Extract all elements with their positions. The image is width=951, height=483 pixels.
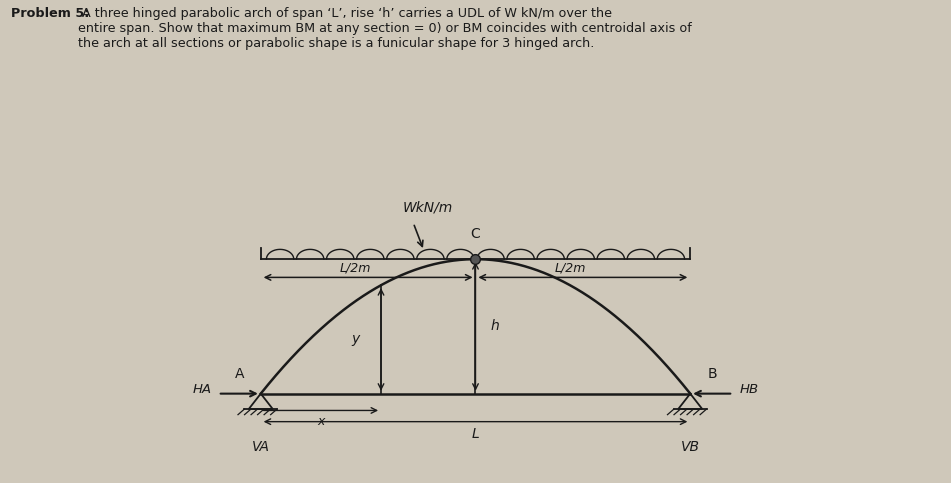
Text: L/2m: L/2m [554, 262, 586, 274]
Text: HB: HB [740, 383, 759, 396]
Text: B: B [708, 367, 717, 381]
Text: h: h [491, 319, 499, 333]
Text: A: A [235, 367, 244, 381]
Text: VB: VB [681, 440, 700, 454]
Text: Problem 5:: Problem 5: [11, 7, 89, 20]
Text: y: y [351, 332, 359, 346]
Text: VA: VA [252, 440, 270, 454]
Text: C: C [471, 227, 480, 241]
Text: HA: HA [192, 383, 211, 396]
Text: L/2m: L/2m [340, 262, 371, 274]
Text: WkN/m: WkN/m [402, 200, 453, 214]
Text: L: L [472, 427, 479, 441]
Text: x: x [318, 414, 324, 427]
Text: A three hinged parabolic arch of span ‘L’, rise ‘h’ carries a UDL of W kN/m over: A three hinged parabolic arch of span ‘L… [78, 7, 691, 50]
